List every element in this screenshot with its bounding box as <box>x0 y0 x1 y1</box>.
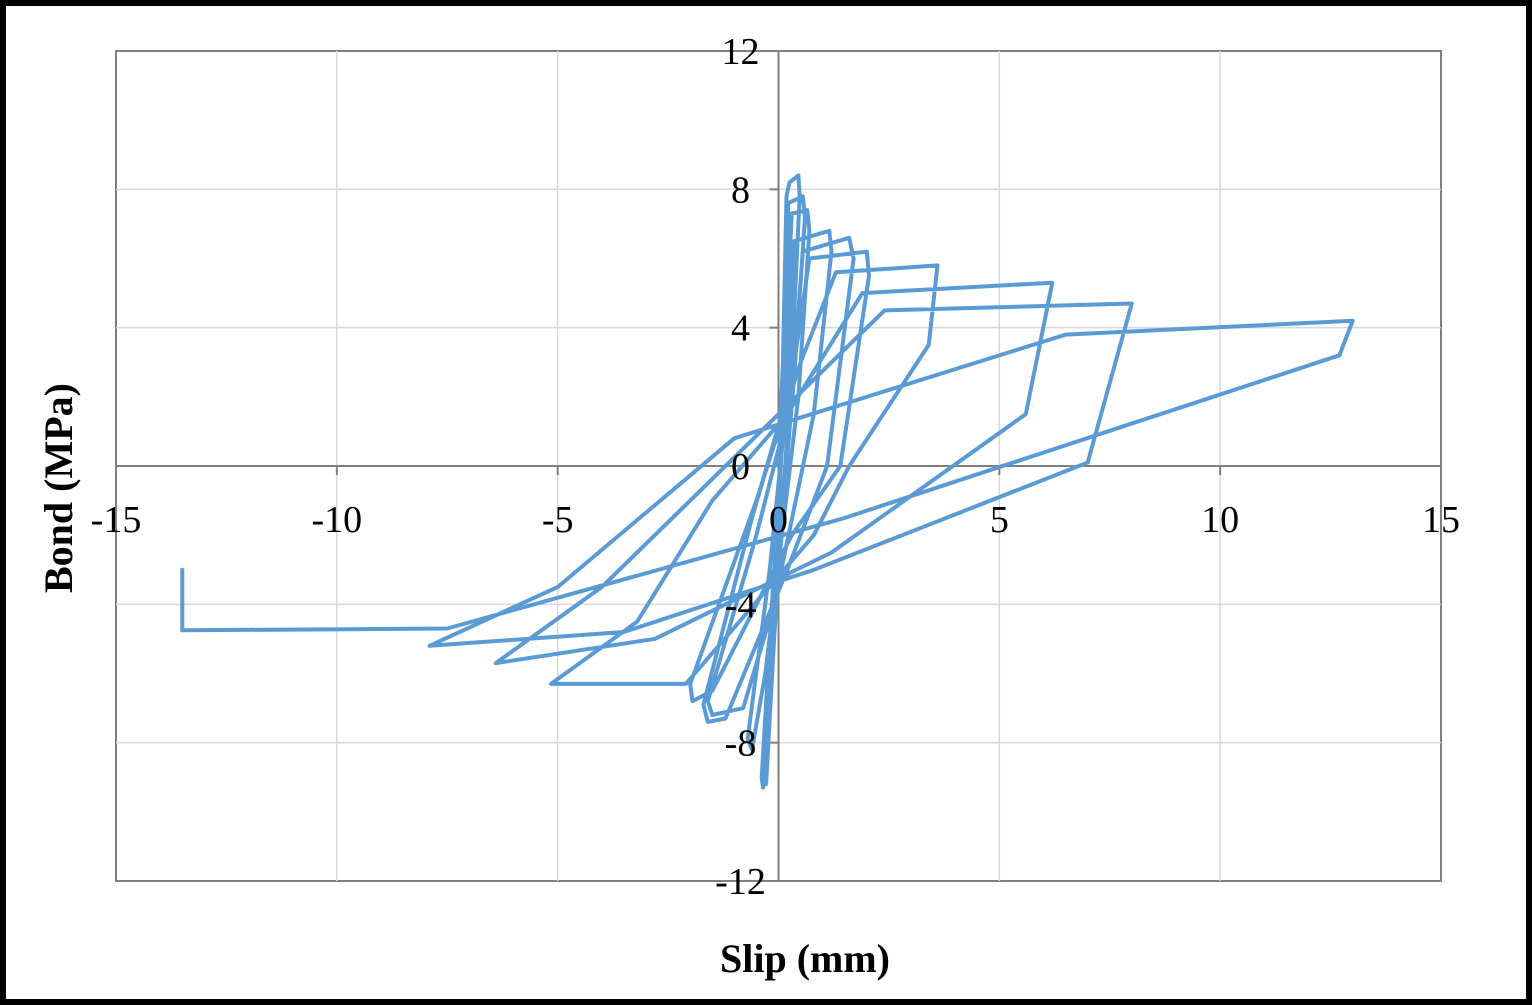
x-tick-label: 10 <box>1201 499 1239 541</box>
y-tick-label: 8 <box>731 169 750 211</box>
x-tick-label: -10 <box>312 499 363 541</box>
y-tick-label: -12 <box>715 861 766 903</box>
tick-labels: -15 -10 -5 0 5 10 15 12 8 4 0 -4 -8 -12 <box>91 31 1460 903</box>
y-axis-title: Bond (MPa) <box>36 383 81 593</box>
x-tick-label: 15 <box>1422 499 1460 541</box>
x-tick-label: 5 <box>990 499 1009 541</box>
y-tick-label: 12 <box>722 31 760 73</box>
x-tick-label: -5 <box>542 499 574 541</box>
bond-slip-series-line <box>180 173 1355 790</box>
x-tick-label: 0 <box>769 499 788 541</box>
y-tick-label: 0 <box>731 446 750 488</box>
y-tick-label: -4 <box>725 584 757 626</box>
x-axis-title: Slip (mm) <box>720 936 890 981</box>
y-tick-label: 4 <box>731 308 750 350</box>
y-tick-label: -8 <box>725 723 757 765</box>
series-layer <box>180 173 1355 790</box>
x-tick-label: -15 <box>91 499 142 541</box>
